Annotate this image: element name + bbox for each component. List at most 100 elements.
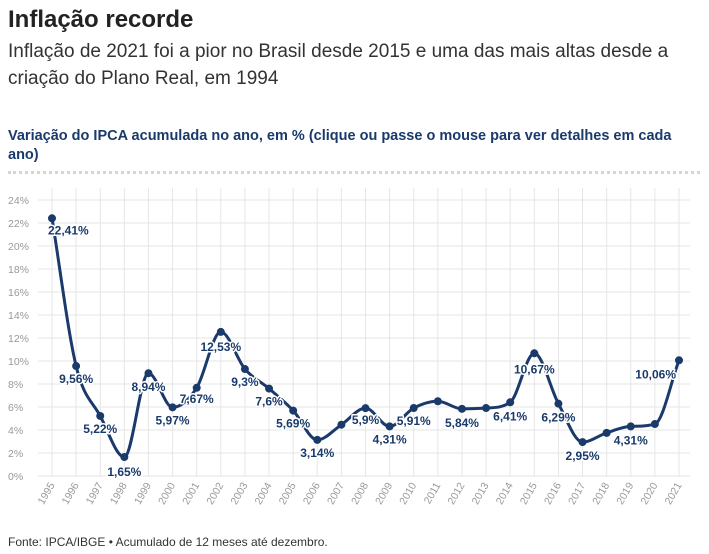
x-tick-label: 2004 [253,480,275,506]
x-tick-label: 2021 [663,480,685,506]
y-tick-label: 2% [8,448,23,460]
y-tick-label: 0% [8,471,23,483]
data-point[interactable] [554,399,563,408]
data-point[interactable] [482,404,491,413]
x-tick-label: 2017 [566,480,588,506]
data-point[interactable] [578,438,587,447]
data-point[interactable] [265,384,274,393]
data-point[interactable] [72,362,81,371]
data-label: 9,3% [231,375,259,389]
series-line [50,216,681,459]
data-label: 6,29% [541,411,575,425]
source-note: Fonte: IPCA/IBGE • Acumulado de 12 meses… [8,535,328,549]
x-tick-label: 2010 [397,480,419,506]
x-tick-label: 1995 [36,480,58,506]
data-label: 6,41% [493,409,527,423]
x-tick-label: 2005 [277,480,299,506]
x-tick-label: 2007 [325,480,347,506]
data-point[interactable] [216,327,225,336]
grid-layer [38,188,690,477]
data-point[interactable] [144,369,153,378]
data-point[interactable] [289,406,298,415]
data-label: 5,9% [352,413,380,427]
data-point[interactable] [120,453,129,462]
y-tick-label: 6% [8,402,23,414]
data-point[interactable] [530,349,539,358]
data-point[interactable] [240,365,249,374]
x-tick-label: 2016 [542,480,564,506]
data-point[interactable] [457,404,466,413]
data-point[interactable] [409,404,418,413]
x-tick-label: 2009 [373,480,395,506]
y-tick-label: 10% [8,356,29,368]
data-point[interactable] [168,403,177,412]
x-tick-label: 2000 [156,480,178,506]
data-point[interactable] [192,383,201,392]
data-label: 5,84% [445,416,479,430]
y-tick-label: 18% [8,264,29,276]
x-tick-label: 2011 [422,480,444,506]
data-label: 5,22% [83,422,117,436]
x-tick-label: 2008 [349,480,371,506]
data-label: 1,65% [107,465,141,479]
y-axis-ticks: 0% 2% 4% 6% 8% 10% 12% 14% 16% 18% 20% 22% 24% [8,195,29,483]
data-label: 22,41% [48,223,89,237]
data-label: 7,67% [180,392,214,406]
x-axis-ticks: 1995 1996 1997 1998 1999 2000 2001 2002 2003 2004… [36,480,685,506]
data-label: 4,31% [373,432,407,446]
data-point[interactable] [337,420,346,429]
chart-title: Inflação recorde [8,6,194,33]
x-tick-label: 2003 [228,480,250,506]
x-tick-label: 2018 [590,480,612,506]
data-point[interactable] [361,404,370,413]
y-tick-label: 16% [8,287,29,299]
data-point[interactable] [506,398,515,407]
data-label: 10,06% [635,367,676,381]
data-label: 8,94% [131,380,165,394]
x-tick-label: 2014 [494,480,516,506]
y-tick-label: 14% [8,310,29,322]
y-tick-label: 12% [8,333,29,345]
x-tick-label: 2019 [614,480,636,506]
x-tick-label: 2012 [445,480,467,506]
y-tick-label: 8% [8,379,23,391]
data-point[interactable] [385,422,394,431]
data-label: 9,56% [59,372,93,386]
data-point[interactable] [675,356,683,365]
x-tick-label: 1999 [132,480,154,506]
x-tick-label: 2015 [518,480,540,506]
data-label: 12,53% [200,340,241,354]
data-label: 5,97% [156,413,190,427]
divider [8,171,700,174]
x-tick-label: 1996 [60,480,82,506]
x-tick-label: 2013 [470,480,492,506]
x-tick-label: 1998 [108,480,130,506]
x-tick-label: 2002 [204,480,226,506]
y-tick-label: 24% [8,195,29,207]
data-point[interactable] [48,214,56,223]
data-point[interactable] [96,411,105,420]
y-tick-label: 4% [8,425,23,437]
data-point[interactable] [313,435,322,444]
data-point[interactable] [650,420,659,429]
data-label: 5,69% [276,417,310,431]
chart-caption: Variação do IPCA acumulada no ano, em % … [8,128,672,163]
data-label: 3,14% [300,446,334,460]
data-point[interactable] [602,428,611,437]
chart-subtitle: Inflação de 2021 foi a pior no Brasil de… [8,41,669,89]
data-label: 4,31% [614,433,648,447]
data-label: 10,67% [514,362,555,376]
x-tick-label: 2001 [180,480,202,506]
y-tick-label: 20% [8,241,29,253]
data-label: 2,95% [566,449,600,463]
data-label: 7,6% [255,395,283,409]
data-points[interactable] [48,214,683,462]
x-tick-label: 1997 [84,480,106,506]
data-labels: 22,41% 9,56% 5,22% 1,65% 8,94% 5,97% 7,67% 12,5… [47,222,678,481]
y-tick-label: 22% [8,218,29,230]
x-tick-label: 2020 [638,480,660,506]
data-point[interactable] [626,422,635,431]
data-point[interactable] [433,397,442,406]
data-label: 5,91% [397,414,431,428]
